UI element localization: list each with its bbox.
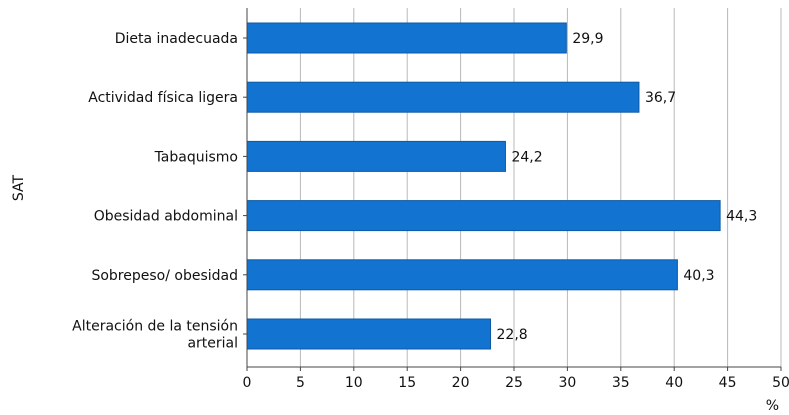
x-tick-label: 20 [452,375,470,391]
x-axis-title: % [766,398,779,414]
axis-layer [243,8,782,371]
data-label: 44,3 [726,209,757,225]
bar [246,22,567,54]
bar-layer [246,22,721,350]
category-label: Sobrepeso/ obesidad [91,268,238,284]
data-label: 40,3 [683,268,714,284]
category-labels: Dieta inadecuada Actividad física ligera T… [72,31,238,352]
category-label: Tabaquismo [154,149,238,165]
category-label: Actividad física ligera [88,90,238,106]
x-tick-label: 10 [345,375,363,391]
y-axis-title: SAT [11,174,27,201]
x-tick-label: 40 [665,375,683,391]
x-tick-label: 0 [243,375,252,391]
data-label: 36,7 [645,90,676,106]
grid-layer [299,8,782,367]
x-tick-label: 50 [772,375,789,391]
data-label: 29,9 [572,31,603,47]
bar [246,140,506,172]
bar [246,318,492,350]
x-tick-label: 25 [505,375,523,391]
data-label: 24,2 [511,149,542,165]
bar [246,200,721,232]
data-label: 22,8 [497,327,528,343]
tick-labels: 0 5 10 15 20 25 30 35 40 45 50 [243,375,789,391]
x-tick-label: 45 [719,375,737,391]
bar [246,259,678,291]
category-label: Dieta inadecuada [115,31,238,47]
x-tick-label: 5 [296,375,305,391]
value-labels: 29,9 36,7 24,2 44,3 40,3 22,8 [497,31,758,343]
bar [246,81,640,113]
category-label: Alteración de la tensión [72,319,238,335]
category-label: Obesidad abdominal [94,209,238,225]
x-tick-label: 15 [398,375,416,391]
x-tick-label: 35 [612,375,630,391]
x-tick-label: 30 [558,375,576,391]
category-label: arterial [187,336,238,352]
